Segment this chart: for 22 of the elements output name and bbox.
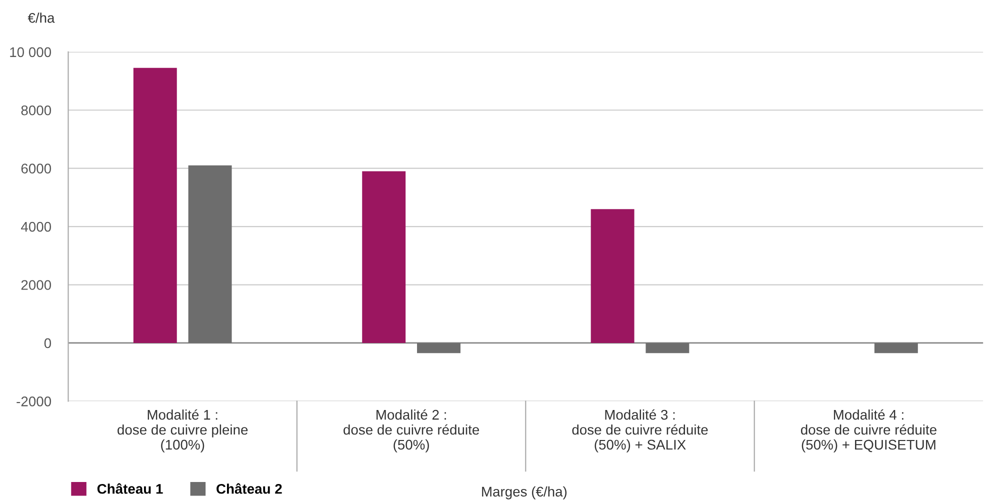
x-tick-label: Modalité 2 : dose de cuivre réduite (50%) (344, 409, 480, 452)
y-tick-label: 6000 (21, 164, 52, 174)
y-axis-title: €/ha (28, 12, 55, 23)
y-tick-label: 0 (44, 338, 52, 348)
legend-label: Château 1 (97, 483, 163, 494)
y-tick-label: 2000 (21, 280, 52, 290)
x-tick-label: Modalité 3 : dose de cuivre réduite (50%) + SALIX (572, 409, 708, 452)
legend-label: Château 2 (216, 483, 282, 494)
y-tick-label: 10 000 (10, 47, 52, 58)
y-tick-label: 8000 (21, 105, 52, 116)
x-tick-label: Modalité 1 : dose de cuivre pleine (100%) (118, 409, 248, 452)
bar (188, 165, 232, 343)
bar (646, 342, 690, 354)
bar (417, 342, 460, 354)
bar (133, 68, 177, 343)
x-tick-label: Modalité 4 : dose de cuivre réduite (50%) + EQUISETUM (800, 409, 936, 452)
bar (874, 342, 918, 354)
y-tick-label: -2000 (16, 396, 52, 406)
y-tick-label: 4000 (21, 222, 52, 232)
bar (362, 171, 406, 343)
bar (590, 209, 634, 343)
x-axis-title: Marges (€/ha) (482, 486, 567, 500)
